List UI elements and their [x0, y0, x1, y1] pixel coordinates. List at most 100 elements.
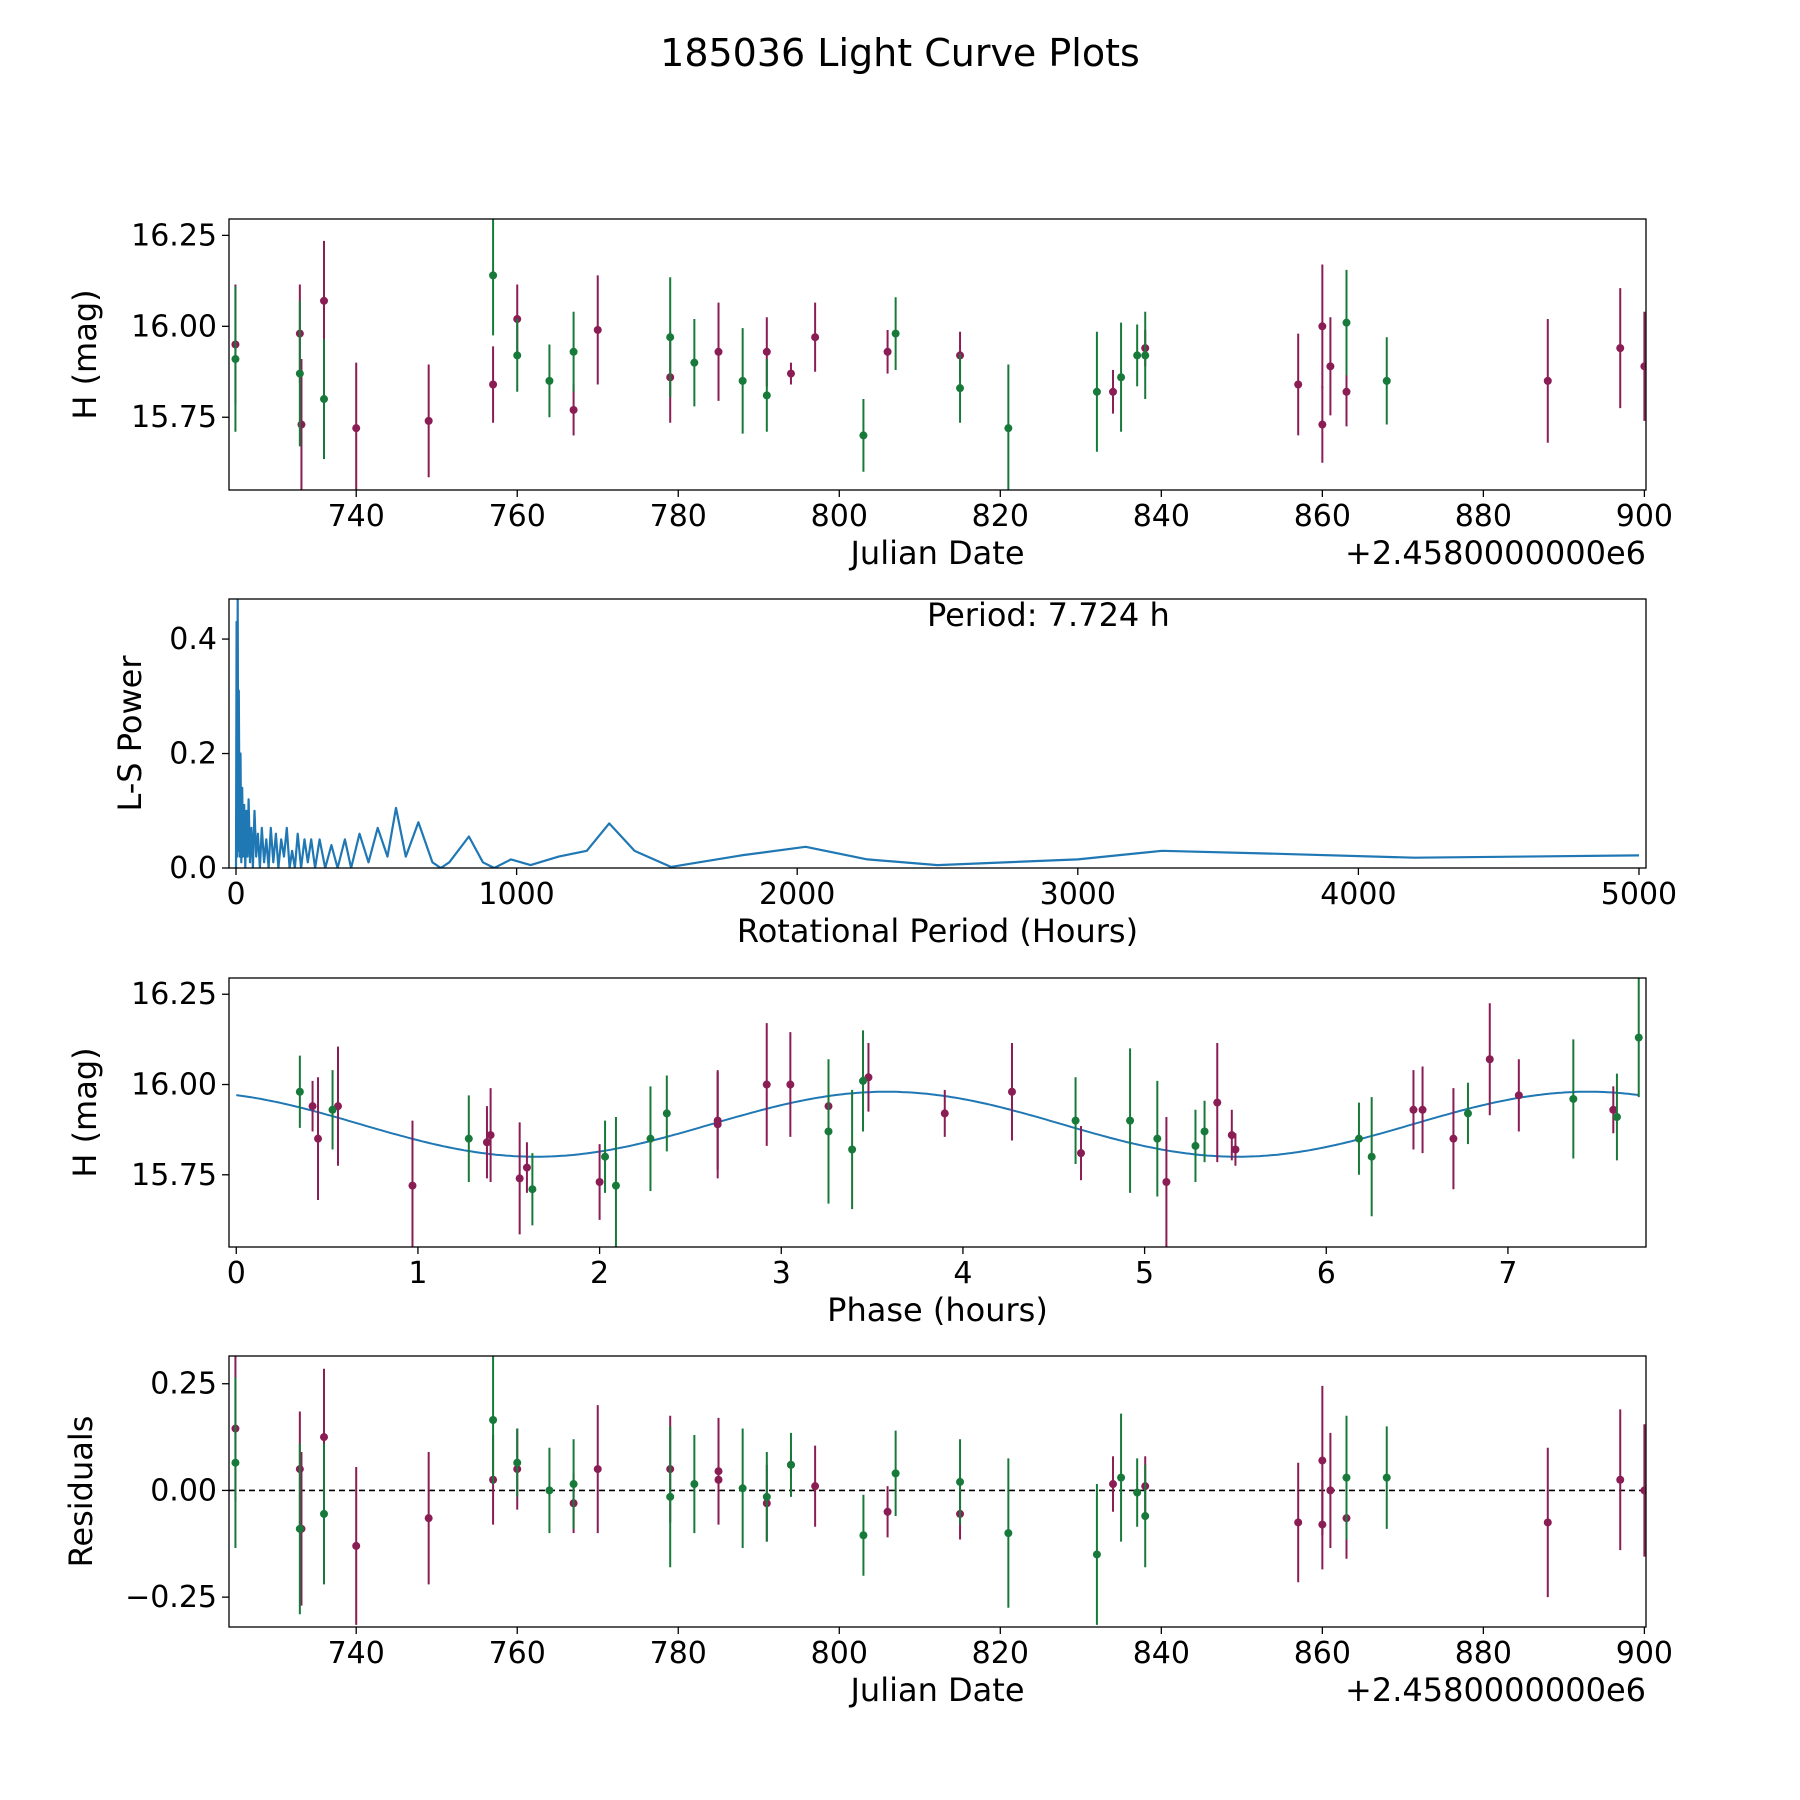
data-point: [486, 1088, 495, 1183]
data-point: [786, 362, 795, 385]
x-tick-label: 1000: [478, 877, 554, 912]
data-point: [1191, 1109, 1200, 1183]
data-point: [513, 1428, 522, 1497]
phased-curve-axes-frame: [228, 977, 1647, 1248]
data-marker: [408, 1181, 417, 1190]
data-marker: [1354, 1134, 1363, 1143]
data-marker: [762, 1080, 771, 1089]
data-marker: [489, 1416, 498, 1425]
light-curve-plot-area: [231, 219, 1646, 490]
data-marker: [295, 1524, 304, 1533]
x-tick-label: 800: [811, 499, 868, 534]
data-point: [1133, 1458, 1142, 1527]
x-tick-label: 6: [1317, 1256, 1336, 1291]
light-curve-panel: 740 760 780 800 820 840 860 880 900 15.75 16.00 16.…: [66, 218, 1673, 572]
data-marker: [1382, 376, 1391, 385]
data-point: [1367, 1097, 1376, 1217]
data-point: [489, 219, 498, 336]
data-marker: [762, 347, 771, 356]
data-point: [940, 1089, 949, 1137]
data-marker: [1162, 1178, 1171, 1187]
data-marker: [956, 1477, 965, 1486]
x-tick-label: 900: [1616, 499, 1673, 534]
data-point: [352, 362, 361, 490]
data-marker: [1463, 1109, 1472, 1118]
data-marker: [824, 1127, 833, 1136]
data-marker: [569, 347, 578, 356]
data-point: [595, 1144, 604, 1220]
data-point: [295, 300, 304, 447]
data-marker: [545, 1486, 554, 1495]
data-marker: [1543, 376, 1552, 385]
y-tick-label: 15.75: [131, 1158, 217, 1193]
data-marker: [714, 1475, 723, 1484]
data-point: [811, 1445, 820, 1527]
data-marker: [1634, 1033, 1643, 1042]
data-point: [1294, 1462, 1303, 1583]
x-tick-label: 3000: [1040, 877, 1116, 912]
phased-curve-panel: 0 1 2 3 4 5 6 7 15.75 16.00 16.25 Phase (hours) H (m…: [66, 977, 1647, 1329]
data-marker: [883, 1507, 892, 1516]
data-point: [1141, 1464, 1150, 1568]
data-marker: [1294, 380, 1303, 389]
data-marker: [1318, 1520, 1327, 1529]
data-point: [1342, 269, 1351, 376]
x-tick-label: 3: [772, 1256, 791, 1291]
data-marker: [1409, 1105, 1418, 1114]
x-tick-label: 880: [1455, 1636, 1512, 1671]
data-marker: [1449, 1134, 1458, 1143]
data-marker: [1109, 387, 1118, 396]
data-marker: [569, 405, 578, 414]
data-marker: [1007, 1087, 1016, 1096]
data-marker: [1640, 362, 1646, 371]
data-marker: [1126, 1116, 1135, 1125]
x-tick-label: 5000: [1601, 877, 1677, 912]
data-point: [1294, 333, 1303, 436]
data-point: [1514, 1059, 1523, 1132]
data-point: [891, 297, 900, 370]
data-marker: [786, 1080, 795, 1089]
data-point: [611, 1117, 620, 1247]
data-point: [489, 1356, 498, 1485]
data-point: [295, 1055, 304, 1128]
data-marker: [1117, 373, 1126, 382]
data-point: [1382, 1426, 1391, 1529]
x-tick-label: 860: [1294, 499, 1351, 534]
data-marker: [593, 325, 602, 334]
data-point: [1409, 1070, 1418, 1150]
data-point: [295, 1443, 304, 1615]
data-marker: [320, 1433, 329, 1442]
data-point: [1117, 322, 1126, 432]
best-period-annotation: Period: 7.724 h: [927, 596, 1170, 634]
data-point: [713, 1071, 722, 1170]
data-point: [522, 1142, 531, 1193]
data-point: [1109, 369, 1118, 414]
residuals-x-axis-label: Julian Date: [848, 1671, 1024, 1709]
data-marker: [859, 1076, 868, 1085]
data-marker: [1326, 362, 1335, 371]
data-marker: [714, 347, 723, 356]
y-tick-label: 15.75: [131, 400, 217, 435]
data-marker: [1318, 420, 1327, 429]
data-point: [424, 1452, 433, 1585]
data-marker: [482, 1138, 491, 1147]
data-point: [786, 1032, 795, 1137]
x-tick-label: 780: [650, 1636, 707, 1671]
data-point: [666, 277, 675, 398]
x-tick-label: 840: [1133, 1636, 1190, 1671]
data-point: [515, 1122, 524, 1235]
data-point: [762, 359, 771, 432]
x-tick-label: 760: [489, 1636, 546, 1671]
data-point: [848, 1089, 857, 1210]
data-marker: [859, 1531, 868, 1540]
data-marker: [295, 1087, 304, 1096]
data-marker: [1231, 1145, 1240, 1154]
data-point: [569, 311, 578, 392]
data-point: [320, 1443, 329, 1585]
data-marker: [1133, 351, 1142, 360]
data-point: [1162, 1117, 1171, 1247]
data-point: [482, 1106, 491, 1179]
data-marker: [513, 1458, 522, 1467]
data-marker: [352, 424, 361, 433]
data-point: [1231, 1133, 1240, 1166]
